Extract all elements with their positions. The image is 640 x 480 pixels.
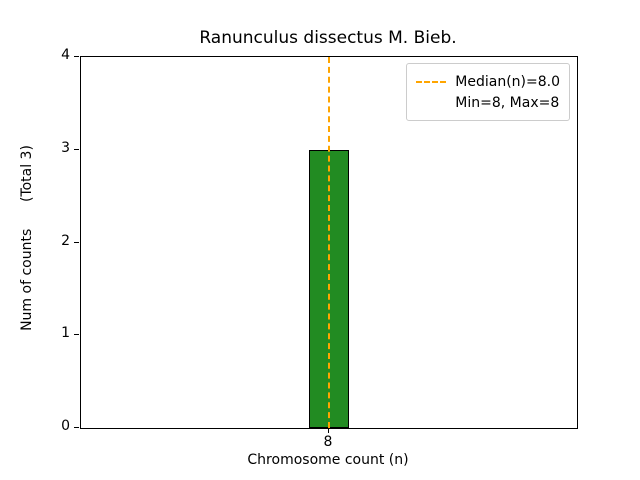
y-tick-mark	[74, 334, 79, 336]
x-tick-mark	[328, 428, 329, 433]
y-tick-mark	[74, 427, 79, 428]
y-tick-label: 3	[61, 139, 70, 156]
y-tick-label: 2	[61, 232, 70, 249]
y-tick-mark	[74, 241, 79, 243]
dashed-line-icon	[416, 80, 447, 83]
legend: Median(n)=8.0 Min=8, Max=8	[406, 63, 570, 121]
median-line	[328, 57, 330, 428]
legend-entry-median: Median(n)=8.0	[416, 71, 560, 92]
y-axis-label: Num of counts (Total 3)	[19, 145, 35, 331]
y-tick-mark	[74, 148, 79, 150]
legend-entry-minmax: Min=8, Max=8	[416, 92, 560, 113]
y-tick-label: 4	[61, 47, 70, 63]
legend-label-minmax: Min=8, Max=8	[455, 94, 560, 111]
y-tick-label: 1	[61, 325, 70, 342]
x-axis-label: Chromosome count (n)	[247, 452, 409, 468]
empty-handle-icon	[416, 102, 446, 104]
chart-title: Ranunculus dissectus M. Bieb.	[199, 28, 457, 48]
y-tick-label: 0	[61, 418, 70, 434]
x-tick-label: 8	[323, 434, 333, 450]
legend-label-median: Median(n)=8.0	[455, 73, 560, 90]
y-tick-mark	[74, 56, 79, 57]
plot-area: Median(n)=8.0 Min=8, Max=8	[80, 56, 578, 429]
